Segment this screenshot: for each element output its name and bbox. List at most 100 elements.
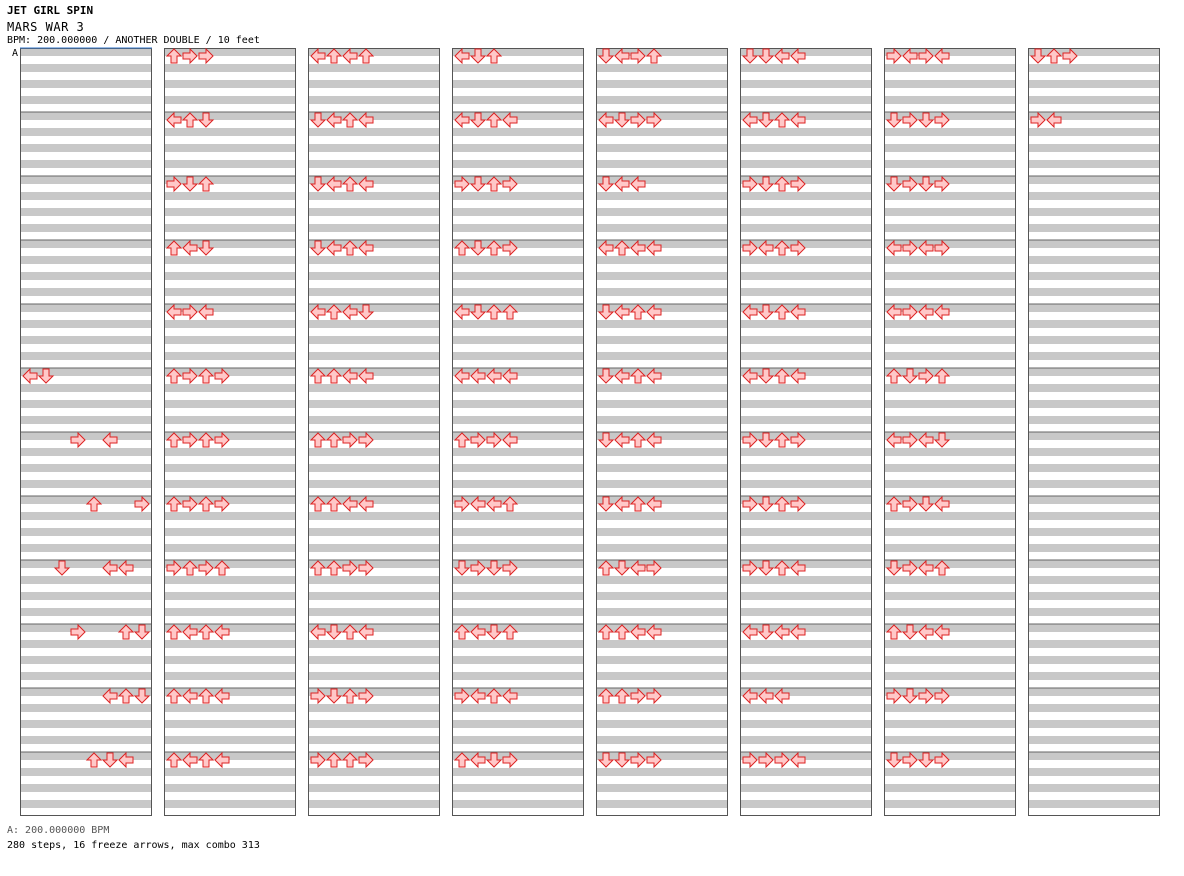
beat-band xyxy=(884,528,1016,536)
beat-band xyxy=(884,736,1016,744)
step-arrow xyxy=(613,240,631,256)
step-arrow xyxy=(646,495,662,513)
beat-band xyxy=(1028,208,1160,216)
beat-band xyxy=(596,480,728,488)
step-arrow xyxy=(53,560,71,576)
step-arrow xyxy=(85,752,103,768)
step-arrow xyxy=(773,240,791,256)
step-arrow xyxy=(470,623,486,641)
step-arrow xyxy=(485,560,503,576)
beat-band xyxy=(20,240,152,248)
beat-band xyxy=(20,304,152,312)
step-arrow xyxy=(885,176,903,192)
step-arrow xyxy=(742,303,758,321)
beat-band xyxy=(452,240,584,248)
step-arrow xyxy=(790,47,806,65)
step-arrow xyxy=(133,624,151,640)
step-arrow xyxy=(182,751,198,769)
beat-band xyxy=(1028,128,1160,136)
step-arrow xyxy=(773,176,791,192)
step-arrow xyxy=(613,688,631,704)
beat-band xyxy=(308,176,440,184)
step-arrow xyxy=(742,111,758,129)
beat-band xyxy=(164,672,296,680)
step-arrow xyxy=(934,47,950,65)
step-arrow xyxy=(502,687,518,705)
beat-band xyxy=(308,400,440,408)
step-arrow xyxy=(918,559,934,577)
beat-band xyxy=(20,496,152,504)
step-arrow xyxy=(182,47,198,65)
beat-band xyxy=(1028,464,1160,472)
beat-band xyxy=(1028,192,1160,200)
beat-band xyxy=(596,464,728,472)
step-arrow xyxy=(630,559,646,577)
step-arrow xyxy=(309,176,327,192)
beat-band xyxy=(308,448,440,456)
step-arrow xyxy=(742,687,758,705)
step-arrow xyxy=(773,496,791,512)
beat-band xyxy=(452,400,584,408)
beat-band xyxy=(164,256,296,264)
beat-band xyxy=(596,176,728,184)
step-arrow xyxy=(214,495,230,513)
step-arrow xyxy=(629,304,647,320)
step-arrow xyxy=(757,624,775,640)
step-arrow xyxy=(933,432,951,448)
beat-band xyxy=(884,496,1016,504)
beat-band xyxy=(1028,240,1160,248)
beat-band xyxy=(1028,736,1160,744)
beat-band xyxy=(164,688,296,696)
beat-band xyxy=(1028,304,1160,312)
step-arrow xyxy=(1062,47,1078,65)
step-arrow xyxy=(470,431,486,449)
beat-band xyxy=(308,304,440,312)
step-arrow xyxy=(918,47,934,65)
step-arrow xyxy=(326,239,342,257)
beat-band xyxy=(20,784,152,792)
beat-band xyxy=(596,704,728,712)
beat-band xyxy=(452,800,584,808)
beat-band xyxy=(596,368,728,376)
step-arrow xyxy=(886,431,902,449)
beat-band xyxy=(740,160,872,168)
beat-band xyxy=(596,640,728,648)
beat-band xyxy=(308,464,440,472)
step-arrow xyxy=(309,496,327,512)
step-arrow xyxy=(454,175,470,193)
step-arrow xyxy=(885,560,903,576)
beat-band xyxy=(452,736,584,744)
beat-band xyxy=(164,544,296,552)
beat-band xyxy=(20,320,152,328)
beat-band xyxy=(1028,288,1160,296)
beat-band xyxy=(164,432,296,440)
beat-band xyxy=(740,672,872,680)
step-arrow xyxy=(646,431,662,449)
beat-band xyxy=(884,592,1016,600)
beat-band xyxy=(452,256,584,264)
beat-band xyxy=(884,80,1016,88)
beat-band xyxy=(740,208,872,216)
step-arrow xyxy=(485,688,503,704)
beat-band xyxy=(1028,608,1160,616)
chart-column-border xyxy=(308,48,440,816)
beat-band xyxy=(308,672,440,680)
step-arrow xyxy=(486,367,502,385)
beat-band xyxy=(884,480,1016,488)
chart-meta: BPM: 200.000000 / ANOTHER DOUBLE / 10 fe… xyxy=(7,35,260,46)
beat-band xyxy=(308,768,440,776)
beat-band xyxy=(740,640,872,648)
beat-band xyxy=(1028,320,1160,328)
beat-band xyxy=(1028,64,1160,72)
step-arrow xyxy=(198,559,214,577)
step-arrow xyxy=(166,175,182,193)
step-arrow xyxy=(486,431,502,449)
beat-band xyxy=(740,464,872,472)
step-arrow xyxy=(198,303,214,321)
step-arrow xyxy=(470,495,486,513)
step-arrow xyxy=(342,303,358,321)
beat-band xyxy=(596,416,728,424)
beat-band xyxy=(164,624,296,632)
step-arrow xyxy=(902,751,918,769)
beat-band xyxy=(164,720,296,728)
